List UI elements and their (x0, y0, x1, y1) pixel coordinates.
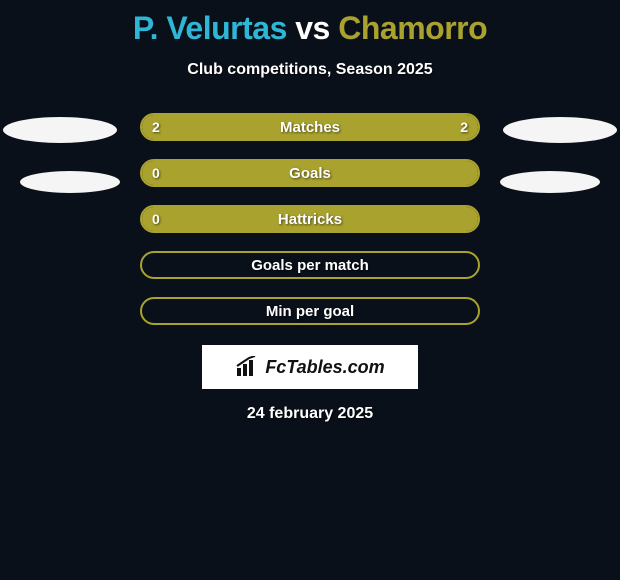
stat-bar: Matches2 2 (140, 113, 480, 141)
player2-shadow-ellipse (500, 171, 600, 193)
player1-name: P. Velurtas (133, 10, 287, 46)
stat-bar: Goals per match (140, 251, 480, 279)
stat-bar-label: Hattricks (142, 207, 478, 231)
logo-text: FcTables.com (265, 357, 384, 378)
subtitle: Club competitions, Season 2025 (0, 61, 620, 79)
chart-icon (235, 356, 261, 378)
comparison-stage: Matches22Goals0Hattricks0Goals per match… (0, 113, 620, 325)
date-label: 24 february 2025 (0, 405, 620, 423)
stat-bar: Hattricks0 (140, 205, 480, 233)
logo-box: FcTables.com (202, 345, 418, 389)
player1-shadow-ellipse (20, 171, 120, 193)
stat-bar-value-left: 2 (152, 115, 160, 139)
stat-bar-label: Matches (142, 115, 478, 139)
player2-name: Chamorro (338, 10, 487, 46)
stat-bar-label: Goals per match (142, 253, 478, 277)
stat-bar: Min per goal (140, 297, 480, 325)
stat-bar: Goals0 (140, 159, 480, 187)
stat-bar-label: Goals (142, 161, 478, 185)
stat-bar-label: Min per goal (142, 299, 478, 323)
stat-bars: Matches22Goals0Hattricks0Goals per match… (140, 113, 480, 325)
stat-bar-value-left: 0 (152, 161, 160, 185)
comparison-title: P. Velurtas vs Chamorro (0, 0, 620, 47)
stat-bar-value-right: 2 (460, 115, 468, 139)
stat-bar-value-left: 0 (152, 207, 160, 231)
player1-portrait-placeholder (3, 117, 117, 143)
player2-portrait-placeholder (503, 117, 617, 143)
vs-label: vs (295, 10, 330, 46)
site-logo: FcTables.com (235, 356, 384, 378)
